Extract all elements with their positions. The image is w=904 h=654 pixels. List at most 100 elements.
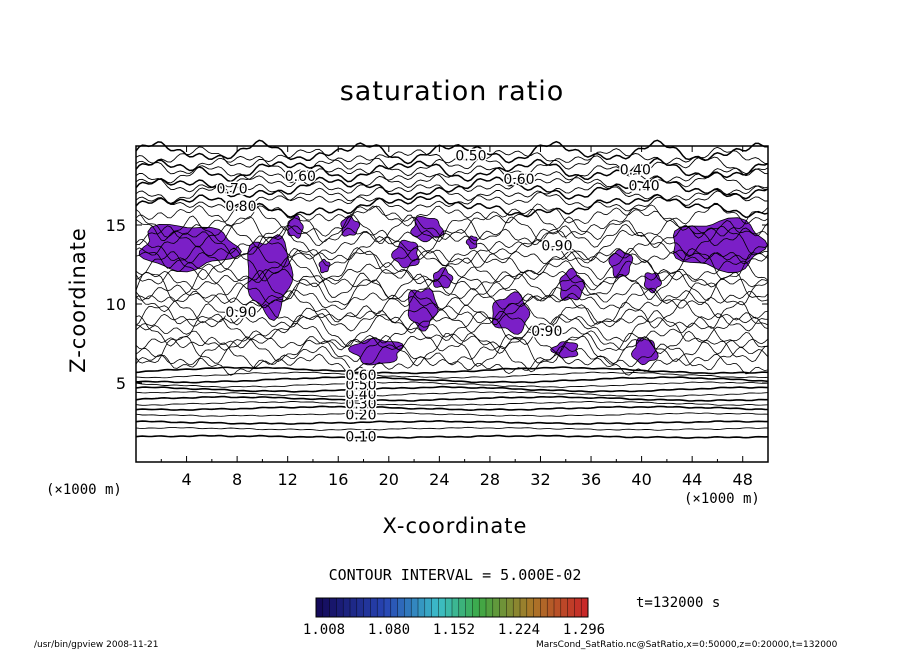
contour-line: [135, 235, 769, 264]
supersaturation-region: [550, 341, 579, 359]
contour-line: [135, 381, 769, 388]
x-tick-label: 28: [480, 470, 500, 489]
colorbar-band: [350, 598, 358, 617]
colorbar-band: [438, 598, 446, 617]
y-axis-label: Z-coordinate: [66, 227, 90, 373]
contour-interval-label: CONTOUR INTERVAL = 5.000E-02: [328, 566, 582, 584]
contour-line: [135, 268, 769, 291]
y-tick-label: 15: [106, 216, 126, 235]
colorbar-band: [343, 598, 351, 617]
x-axis-unit: (×1000 m): [684, 491, 760, 507]
colorbar-band: [520, 598, 528, 617]
time-label: t=132000 s: [636, 595, 721, 611]
contour-line: [135, 268, 769, 303]
contour-lines: [135, 139, 769, 439]
colorbar-band: [356, 598, 365, 617]
colorbar-band: [554, 598, 562, 617]
colorbar-band: [336, 598, 344, 617]
colorbar-band: [424, 598, 433, 617]
contour-line: [135, 299, 769, 329]
supersaturation-region: [287, 214, 304, 239]
contour-line: [135, 419, 768, 425]
contour-label: 0.50: [455, 148, 486, 164]
colorbar-band: [452, 598, 460, 617]
colorbar-band: [465, 598, 473, 617]
contour-label: 0.20: [345, 408, 376, 424]
x-tick-label: 16: [328, 470, 348, 489]
colorbar-band: [526, 598, 535, 617]
colorbar-band: [384, 598, 392, 617]
colorbar-band: [431, 598, 439, 617]
colorbar-band: [418, 598, 426, 617]
x-tick-label: 48: [733, 470, 753, 489]
supersaturation-region: [559, 267, 586, 301]
x-tick-label: 24: [429, 470, 449, 489]
contour-label: 0.90: [531, 324, 562, 340]
colorbar-band: [322, 598, 331, 617]
colorbar-band: [479, 598, 487, 617]
colorbar-band: [486, 598, 494, 617]
contour-label: 0.30: [345, 397, 376, 413]
colorbar-band: [533, 598, 541, 617]
contour-line: [135, 139, 768, 165]
colorbar-tick-label: 1.224: [497, 622, 541, 638]
contour-line: [135, 395, 768, 402]
contour-label: 0.60: [345, 368, 376, 384]
colorbar-band: [547, 598, 555, 617]
colorbar-band: [316, 598, 324, 617]
colorbar-band: [581, 598, 589, 617]
contour-label: 0.40: [620, 163, 651, 179]
supersaturation-region: [391, 239, 420, 269]
contour-line: [135, 223, 769, 249]
contour-line: [135, 385, 769, 393]
contour-line: [135, 434, 769, 439]
contour-label: 0.40: [629, 179, 660, 195]
colorbar-band: [540, 598, 548, 617]
supersaturation-region: [138, 223, 242, 273]
colorbar-band: [377, 598, 385, 617]
contour-labels: 0.100.200.300.400.500.600.500.60 0.600.40…: [215, 147, 661, 447]
colorbar-band: [458, 598, 467, 617]
colorbar-band: [499, 598, 507, 617]
contour-line: [135, 330, 769, 355]
y-axis-unit: (×1000 m): [46, 482, 122, 498]
colorbar-band: [370, 598, 378, 617]
contour-line: [135, 214, 769, 244]
supersaturation-region: [630, 337, 659, 366]
contour-line: [135, 342, 769, 373]
contour-label: 0.10: [345, 430, 376, 446]
colorbar: [315, 597, 589, 618]
contour-line: [135, 310, 769, 347]
colorbar-band: [567, 598, 575, 617]
colorbar-frame: [315, 597, 589, 618]
contour-line: [135, 278, 769, 308]
colorbar-tick-label: 1.296: [562, 622, 606, 638]
contour-label: 0.80: [225, 199, 256, 215]
contour-label: 0.50: [345, 378, 376, 394]
contour-line: [135, 412, 769, 417]
x-tick-label: 12: [278, 470, 298, 489]
supersaturation-region: [432, 267, 454, 289]
contour-line: [135, 182, 769, 206]
colorbar-band: [513, 598, 521, 617]
colorbar-band: [492, 598, 501, 617]
contour-line: [135, 146, 768, 170]
y-tick-label: 5: [116, 374, 126, 393]
colorbar-band: [404, 598, 412, 617]
supersaturation-region: [318, 258, 331, 274]
contour-line: [135, 376, 769, 384]
colorbar-band: [506, 598, 514, 617]
colorbar-band: [397, 598, 405, 617]
contour-label: 0.60: [503, 172, 534, 188]
x-tick-label: 20: [379, 470, 399, 489]
contour-label: 0.90: [541, 239, 572, 255]
x-tick-label: 44: [682, 470, 702, 489]
colorbar-band: [574, 598, 582, 617]
contour-line: [135, 154, 769, 177]
contour-line: [135, 405, 769, 412]
contour-line: [135, 371, 769, 379]
x-axis-label: X-coordinate: [382, 514, 528, 538]
contour-line: [135, 352, 769, 376]
